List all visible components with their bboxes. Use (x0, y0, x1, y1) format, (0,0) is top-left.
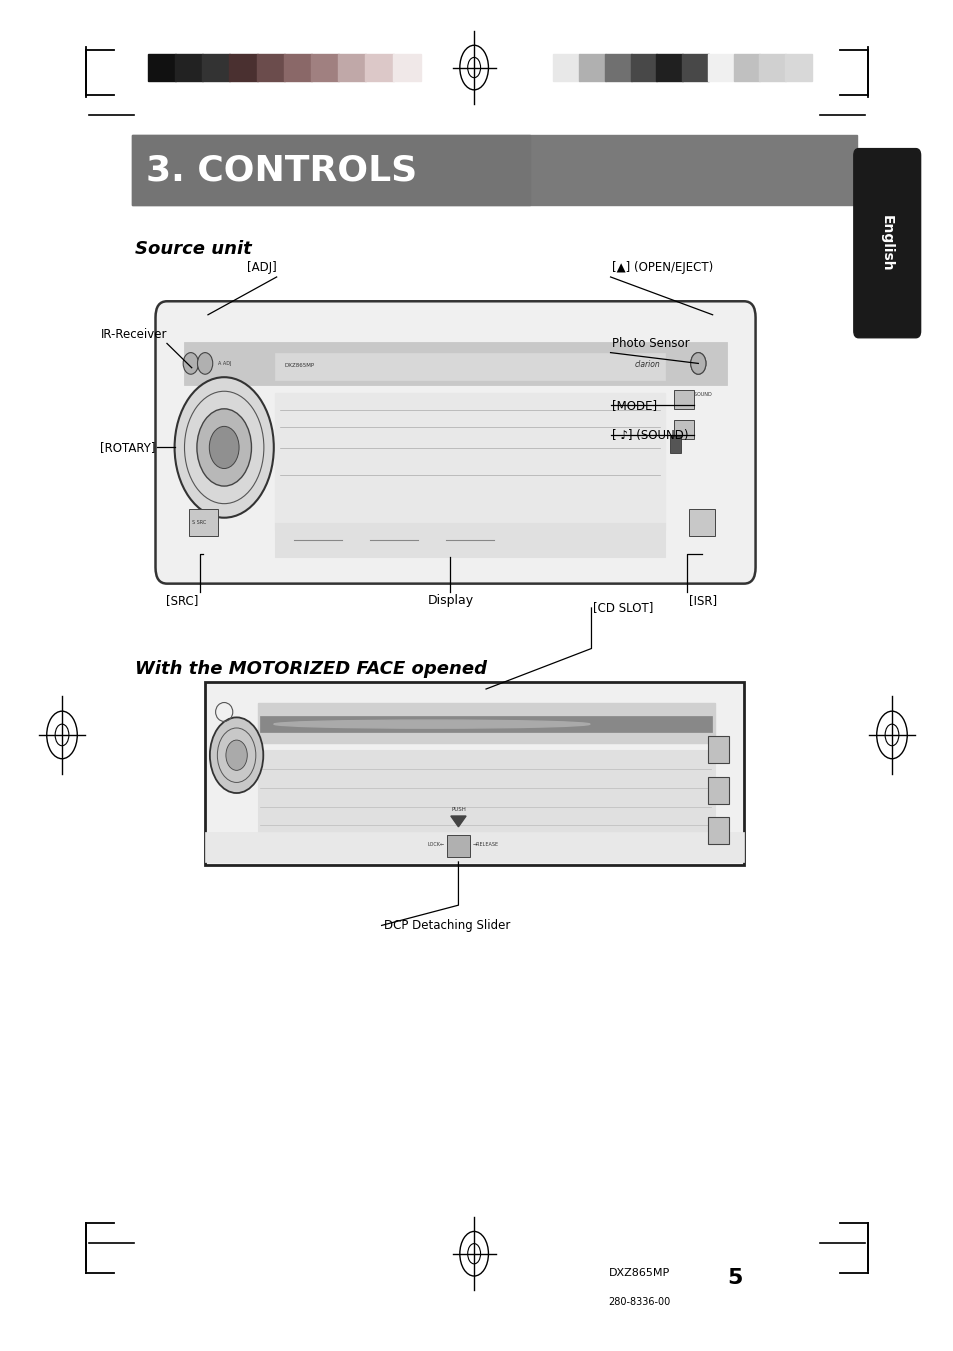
Text: MODE  SOUND: MODE SOUND (676, 392, 711, 397)
Bar (132, 135, 530, 205)
FancyBboxPatch shape (853, 149, 920, 338)
Circle shape (210, 717, 263, 793)
Bar (604, 54, 631, 81)
Bar (274, 353, 664, 380)
Text: 3. CONTROLS: 3. CONTROLS (146, 153, 416, 188)
Bar (656, 54, 682, 81)
Text: [ISR]: [ISR] (688, 594, 716, 608)
Bar (674, 390, 693, 409)
Bar (669, 436, 680, 453)
Text: DCP Detaching Slider: DCP Detaching Slider (383, 919, 509, 932)
Bar (784, 54, 811, 81)
Circle shape (209, 427, 239, 469)
Text: [ADJ]: [ADJ] (247, 261, 276, 274)
Circle shape (183, 353, 198, 374)
Bar (674, 420, 693, 439)
Bar (274, 393, 664, 530)
Text: LOCK←: LOCK← (427, 842, 444, 847)
Bar (274, 523, 664, 557)
Text: [SRC]: [SRC] (166, 594, 198, 608)
Text: With the MOTORIZED FACE opened: With the MOTORIZED FACE opened (135, 659, 487, 678)
Bar (184, 342, 726, 385)
Bar (365, 54, 393, 81)
Bar (733, 54, 760, 81)
Bar (132, 135, 856, 205)
Circle shape (226, 740, 247, 770)
Bar (630, 54, 657, 81)
Bar (392, 54, 420, 81)
Bar (688, 509, 715, 536)
Text: [ ♪] (SOUND): [ ♪] (SOUND) (612, 428, 688, 442)
Bar (759, 54, 785, 81)
Text: 5: 5 (726, 1269, 741, 1288)
FancyBboxPatch shape (155, 301, 755, 584)
Text: A ADJ: A ADJ (217, 361, 231, 366)
Bar (311, 54, 338, 81)
Bar (707, 54, 734, 81)
Bar (337, 54, 366, 81)
Bar (257, 750, 715, 844)
Bar (202, 54, 230, 81)
Text: [▲] (OPEN/EJECT): [▲] (OPEN/EJECT) (612, 261, 713, 274)
Text: Source unit: Source unit (135, 239, 252, 258)
Bar (707, 777, 728, 804)
Bar (205, 682, 743, 865)
Text: 280-8336-00: 280-8336-00 (608, 1297, 670, 1308)
Bar (447, 835, 470, 857)
Bar (707, 736, 728, 763)
Bar (260, 716, 711, 732)
Text: [CD SLOT]: [CD SLOT] (593, 601, 653, 615)
Bar (205, 832, 743, 862)
Text: IR-Receiver: IR-Receiver (100, 328, 167, 340)
Circle shape (690, 353, 705, 374)
Circle shape (197, 353, 213, 374)
Text: →RELEASE: →RELEASE (473, 842, 498, 847)
Bar (256, 54, 284, 81)
Text: English: English (880, 215, 893, 272)
Polygon shape (451, 816, 466, 827)
Text: clarion: clarion (634, 359, 659, 369)
Text: Photo Sensor: Photo Sensor (612, 336, 689, 350)
Text: S SRC: S SRC (192, 520, 206, 526)
Bar (257, 703, 715, 743)
Bar (553, 54, 579, 81)
Text: DXZ865MP: DXZ865MP (608, 1267, 669, 1278)
Bar (681, 54, 708, 81)
Bar (283, 54, 312, 81)
Circle shape (196, 409, 252, 486)
Bar (707, 817, 728, 844)
Ellipse shape (274, 720, 589, 728)
Bar (578, 54, 605, 81)
Bar (189, 509, 217, 536)
Bar (174, 54, 203, 81)
Text: [ROTARY]: [ROTARY] (100, 440, 155, 454)
Circle shape (690, 353, 705, 374)
Bar (148, 54, 175, 81)
Bar (229, 54, 257, 81)
Circle shape (174, 377, 274, 517)
Text: Display: Display (427, 594, 473, 608)
Text: [MODE]: [MODE] (612, 399, 657, 412)
Text: PUSH: PUSH (451, 807, 465, 812)
Text: DXZ865MP: DXZ865MP (284, 362, 314, 367)
